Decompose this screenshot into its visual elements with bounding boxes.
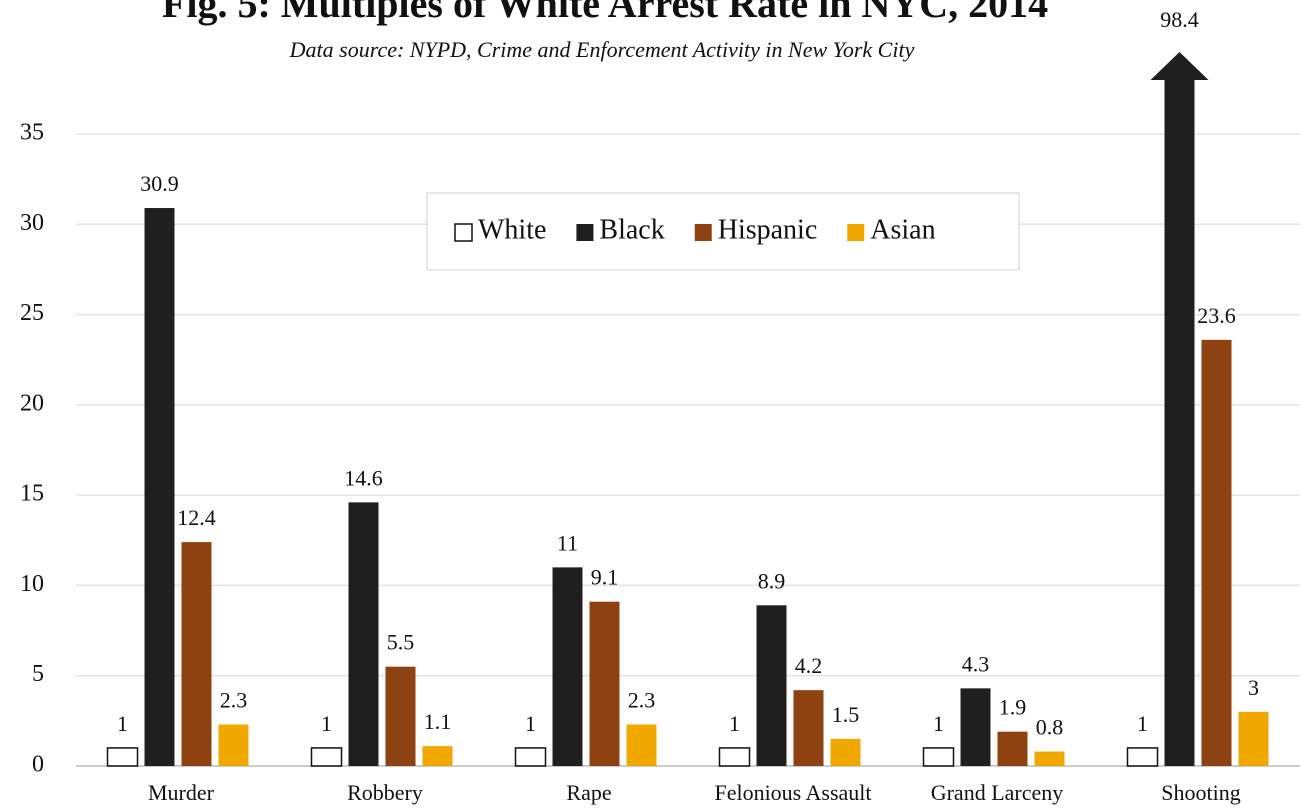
bar xyxy=(756,605,787,766)
bar xyxy=(793,690,824,766)
bar xyxy=(1238,711,1269,766)
value-label: 23.6 xyxy=(1197,303,1236,328)
bar xyxy=(589,601,620,766)
bars: Murder 1 30.9 12.4 2.3 Robbery 1 14.6 5.5 1.1 Rape… xyxy=(106,7,1269,805)
legend-box xyxy=(426,192,1020,271)
value-label: 4.3 xyxy=(962,651,990,676)
chart-subtitle: Data source: NYPD, Crime and Enforcement… xyxy=(289,37,915,62)
x-tick-label: Murder xyxy=(148,780,215,805)
bar xyxy=(960,688,991,766)
bar xyxy=(385,666,416,766)
legend-swatch xyxy=(454,223,473,242)
y-tick-label: 10 xyxy=(20,571,44,597)
x-tick-label: Shooting xyxy=(1161,780,1240,805)
value-label: 0.8 xyxy=(1036,715,1064,740)
value-label: 1.1 xyxy=(424,709,452,734)
value-label: 2.3 xyxy=(628,688,656,713)
legend-swatch xyxy=(694,224,712,241)
value-label: 1 xyxy=(933,711,944,736)
value-label: 30.9 xyxy=(140,171,179,196)
bar xyxy=(422,746,453,766)
value-label: 98.4 xyxy=(1160,7,1199,32)
value-label: 3 xyxy=(1248,675,1259,700)
bar xyxy=(626,724,657,766)
value-label: 5.5 xyxy=(387,630,415,655)
bar xyxy=(718,747,751,767)
value-label: 1 xyxy=(1137,711,1148,736)
bar xyxy=(1150,52,1209,766)
bar xyxy=(1126,747,1159,767)
value-label: 1 xyxy=(525,711,536,736)
grid: 0 5 10 15 20 25 30 35 xyxy=(20,120,1300,778)
value-label: 1.5 xyxy=(832,702,860,727)
legend-label: White xyxy=(478,214,546,245)
legend-label: Black xyxy=(599,214,664,245)
value-label: 2.3 xyxy=(220,688,248,713)
value-label: 4.2 xyxy=(795,653,823,678)
y-tick-label: 25 xyxy=(20,300,44,326)
y-tick-label: 30 xyxy=(20,210,44,236)
legend: White Black Hispanic Asian xyxy=(454,214,936,245)
value-label: 1 xyxy=(117,711,128,736)
legend-label: Hispanic xyxy=(718,214,818,245)
bar xyxy=(348,502,379,766)
value-label: 14.6 xyxy=(344,465,383,490)
x-tick-label: Grand Larceny xyxy=(931,780,1064,805)
chart-title: Fig. 5: Multiples of White Arrest Rate i… xyxy=(162,0,1048,26)
value-label: 11 xyxy=(557,530,578,555)
x-tick-label: Rape xyxy=(566,780,611,805)
y-tick-label: 15 xyxy=(20,481,44,507)
bar xyxy=(218,724,249,766)
bar xyxy=(830,738,861,766)
bar xyxy=(1034,751,1065,766)
bar xyxy=(310,747,343,767)
value-label: 12.4 xyxy=(177,505,216,530)
bar xyxy=(1201,339,1232,766)
x-tick-label: Felonious Assault xyxy=(714,780,871,805)
legend-swatch xyxy=(847,224,865,241)
value-label: 1 xyxy=(321,711,332,736)
bar xyxy=(997,731,1028,766)
bar xyxy=(922,747,955,767)
bar xyxy=(106,747,139,767)
bar xyxy=(552,567,583,766)
y-tick-label: 0 xyxy=(32,752,44,778)
value-label: 1 xyxy=(729,711,740,736)
value-label: 9.1 xyxy=(591,565,619,590)
y-tick-label: 35 xyxy=(20,120,44,146)
value-label: 1.9 xyxy=(999,695,1027,720)
bar xyxy=(514,747,547,767)
value-label: 8.9 xyxy=(758,568,786,593)
y-tick-label: 5 xyxy=(32,661,44,687)
bar xyxy=(181,542,212,766)
bar xyxy=(144,208,175,766)
y-tick-label: 20 xyxy=(20,390,44,416)
legend-swatch xyxy=(576,224,594,241)
x-tick-label: Robbery xyxy=(347,780,423,805)
legend-label: Asian xyxy=(870,214,935,245)
